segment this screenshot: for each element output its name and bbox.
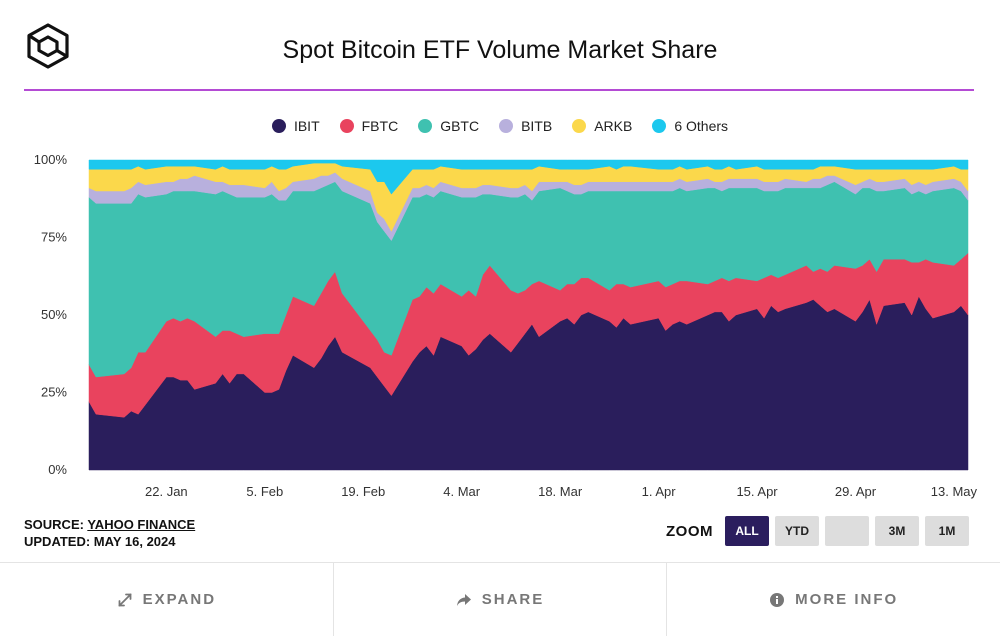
x-tick-label: 13. May — [931, 484, 978, 499]
zoom-blank-button[interactable] — [825, 516, 869, 546]
x-tick-label: 4. Mar — [443, 484, 481, 499]
legend-label: FBTC — [361, 118, 399, 134]
x-tick-label: 1. Apr — [642, 484, 677, 499]
legend-item-6-others[interactable]: 6 Others — [652, 118, 728, 134]
y-tick-label: 100% — [34, 152, 68, 167]
legend-item-ibit[interactable]: IBIT — [271, 118, 320, 134]
x-tick-label: 15. Apr — [736, 484, 778, 499]
zoom-3m-button[interactable]: 3M — [875, 516, 919, 546]
y-tick-label: 25% — [41, 385, 67, 400]
legend-item-gbtc[interactable]: GBTC — [418, 118, 479, 134]
legend-label: ARKB — [594, 118, 633, 134]
y-tick-label: 0% — [48, 462, 67, 477]
chart-title: Spot Bitcoin ETF Volume Market Share — [282, 36, 718, 64]
legend-label: 6 Others — [674, 118, 729, 134]
source-block: SOURCE: YAHOO FINANCE UPDATED: MAY 16, 2… — [24, 516, 195, 550]
more-info-label: MORE INFO — [795, 591, 899, 608]
info-icon — [770, 592, 785, 607]
chart-header: Spot Bitcoin ETF Volume Market Share — [0, 0, 1000, 92]
header-divider — [24, 89, 974, 91]
legend-swatch — [572, 119, 587, 133]
expand-icon — [118, 593, 132, 606]
legend-label: GBTC — [440, 118, 480, 134]
legend-swatch — [499, 119, 514, 133]
legend-label: BITB — [521, 118, 553, 134]
share-label: SHARE — [481, 591, 545, 608]
cube-logo-icon — [27, 23, 69, 69]
zoom-controls: ZOOM ALL YTD 3M 1M — [666, 516, 969, 546]
area-series-6-others[interactable] — [88, 159, 969, 195]
legend-label: IBIT — [293, 118, 320, 134]
source-line: SOURCE: YAHOO FINANCE — [24, 517, 196, 532]
legend-item-bitb[interactable]: BITB — [499, 118, 552, 134]
chart-legend: IBIT FBTC GBTC BITB ARKB 6 Others — [0, 118, 1000, 134]
legend-swatch — [418, 119, 433, 133]
legend-swatch — [271, 119, 286, 133]
x-tick-label: 5. Feb — [246, 484, 283, 499]
share-button[interactable]: SHARE — [334, 563, 668, 636]
legend-item-arkb[interactable]: ARKB — [572, 118, 632, 134]
x-tick-label: 19. Feb — [341, 484, 385, 499]
stacked-area-chart: 0% 25% 50% 75% 100% 22. Jan 5. Feb 19. Feb 4. Ma… — [34, 152, 978, 499]
y-tick-label: 75% — [41, 230, 67, 245]
expand-label: EXPAND — [142, 591, 217, 608]
zoom-label: ZOOM — [666, 522, 713, 540]
zoom-all-button[interactable]: ALL — [725, 516, 769, 546]
share-arrow-icon — [456, 593, 471, 606]
more-info-button[interactable]: MORE INFO — [667, 563, 1000, 636]
legend-swatch — [652, 119, 667, 133]
expand-button[interactable]: EXPAND — [0, 563, 334, 636]
legend-item-fbtc[interactable]: FBTC — [339, 118, 399, 134]
zoom-ytd-button[interactable]: YTD — [775, 516, 819, 546]
x-tick-label: 18. Mar — [538, 484, 583, 499]
footer-actions: EXPAND SHARE MORE INFO — [0, 562, 1000, 636]
zoom-1m-button[interactable]: 1M — [925, 516, 969, 546]
x-tick-label: 29. Apr — [835, 484, 877, 499]
x-tick-label: 22. Jan — [145, 484, 188, 499]
legend-swatch — [339, 119, 354, 133]
y-tick-label: 50% — [41, 307, 67, 322]
updated-date: UPDATED: MAY 16, 2024 — [24, 534, 176, 549]
source-link[interactable]: YAHOO FINANCE — [87, 517, 196, 532]
